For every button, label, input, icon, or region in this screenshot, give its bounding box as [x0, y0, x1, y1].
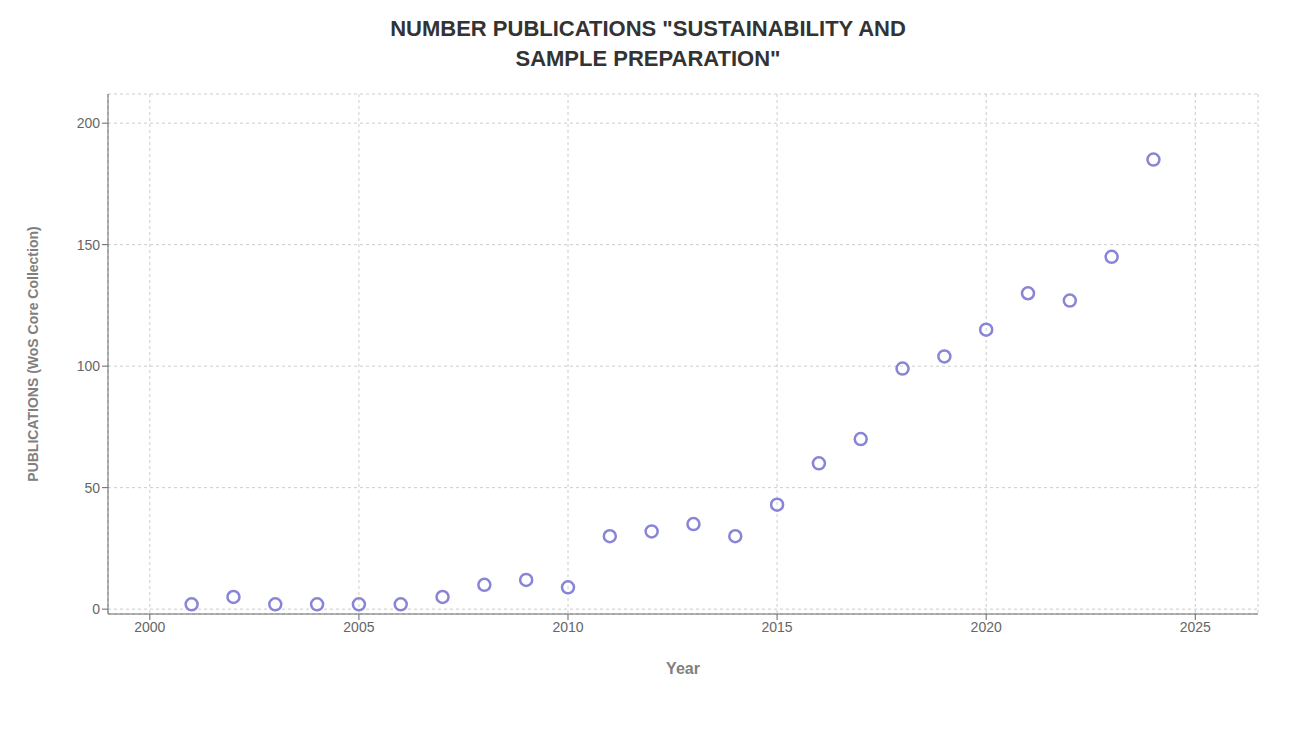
svg-text:150: 150	[77, 237, 101, 253]
svg-text:200: 200	[77, 115, 101, 131]
svg-text:50: 50	[84, 480, 100, 496]
html-text:NUMBER PUBLICATIONS "SUSTAINAB: NUMBER PUBLICATIONS "SUSTAINABILITY AND	[390, 16, 906, 41]
svg-text:PUBLICATIONS (WoS Core Collect: PUBLICATIONS (WoS Core Collection)	[25, 226, 41, 481]
html-text:SAMPLE PREPARATION": SAMPLE PREPARATION"	[515, 46, 781, 71]
svg-text:2000: 2000	[134, 619, 165, 635]
svg-text:2015: 2015	[762, 619, 793, 635]
svg-text:2005: 2005	[343, 619, 374, 635]
svg-text:0: 0	[92, 601, 100, 617]
svg-text:Year: Year	[666, 660, 700, 677]
svg-text:2025: 2025	[1180, 619, 1211, 635]
svg-text:2020: 2020	[971, 619, 1002, 635]
svg-text:2010: 2010	[552, 619, 583, 635]
svg-text:100: 100	[77, 358, 101, 374]
